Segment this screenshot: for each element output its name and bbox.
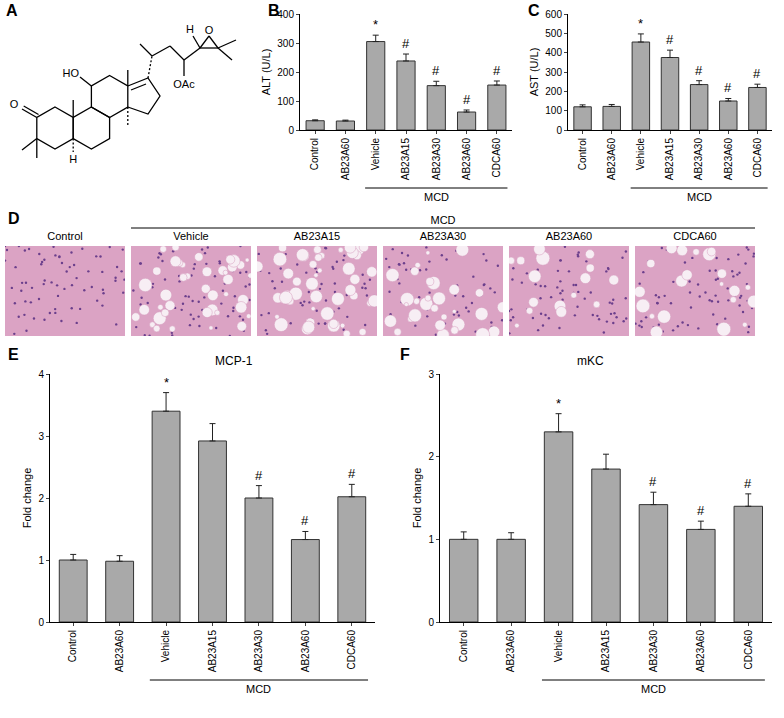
svg-text:AB23A60: AB23A60 — [505, 630, 516, 673]
svg-text:MCD: MCD — [424, 191, 449, 203]
svg-text:0: 0 — [428, 617, 434, 628]
svg-text:500: 500 — [545, 28, 562, 39]
svg-text:C: C — [528, 2, 540, 19]
svg-text:O: O — [10, 98, 19, 110]
svg-text:AB23A60: AB23A60 — [546, 230, 592, 242]
svg-text:Vehicle: Vehicle — [173, 230, 208, 242]
svg-text:200: 200 — [545, 86, 562, 97]
svg-text:Vehicle: Vehicle — [553, 630, 564, 663]
svg-text:AB23A30: AB23A30 — [693, 138, 704, 181]
svg-text:mKC: mKC — [577, 354, 604, 368]
svg-text:#: # — [724, 80, 732, 95]
svg-text:3: 3 — [428, 369, 434, 380]
svg-text:H: H — [69, 153, 77, 165]
svg-text:0: 0 — [556, 125, 562, 136]
svg-text:#: # — [432, 63, 440, 78]
svg-text:Fold change: Fold change — [411, 468, 423, 529]
svg-text:#: # — [695, 63, 703, 78]
svg-text:AB23A60: AB23A60 — [340, 138, 351, 181]
svg-text:AB23A15: AB23A15 — [664, 138, 675, 181]
svg-text:100: 100 — [545, 105, 562, 116]
svg-text:Vehicle: Vehicle — [370, 138, 381, 171]
svg-text:CDCA60: CDCA60 — [346, 630, 357, 670]
svg-text:D: D — [8, 210, 20, 227]
svg-text:Vehicle: Vehicle — [635, 138, 646, 171]
svg-text:Fold change: Fold change — [21, 468, 33, 529]
svg-text:B: B — [268, 2, 280, 19]
svg-text:AB23A60: AB23A60 — [723, 138, 734, 181]
svg-text:*: * — [556, 396, 561, 411]
svg-text:AB23A15: AB23A15 — [600, 630, 611, 673]
svg-text:E: E — [8, 346, 19, 363]
svg-text:ALT (U/L): ALT (U/L) — [260, 49, 272, 96]
svg-text:100: 100 — [277, 96, 294, 107]
svg-text:CDCA60: CDCA60 — [743, 630, 754, 670]
svg-text:#: # — [744, 476, 752, 491]
svg-text:MCD: MCD — [641, 683, 666, 695]
svg-text:0: 0 — [288, 125, 294, 136]
svg-text:400: 400 — [277, 9, 294, 20]
svg-text:AB23A30: AB23A30 — [253, 630, 264, 673]
svg-text:AB23A60: AB23A60 — [461, 138, 472, 181]
svg-text:MCP-1: MCP-1 — [215, 354, 253, 368]
svg-text:#: # — [697, 503, 705, 518]
svg-text:0: 0 — [38, 617, 44, 628]
svg-text:Control: Control — [309, 138, 320, 170]
svg-text:CDCA60: CDCA60 — [673, 230, 716, 242]
svg-text:Control: Control — [67, 630, 78, 662]
svg-text:Vehicle: Vehicle — [160, 630, 171, 663]
svg-text:A: A — [6, 2, 18, 19]
svg-text:4: 4 — [38, 369, 44, 380]
svg-text:Control: Control — [47, 230, 82, 242]
svg-text:AB23A60: AB23A60 — [695, 630, 706, 673]
svg-text:#: # — [463, 92, 471, 107]
svg-text:H: H — [186, 23, 194, 35]
svg-text:200: 200 — [277, 67, 294, 78]
svg-text:MCD: MCD — [687, 191, 712, 203]
svg-text:#: # — [301, 513, 309, 528]
svg-text:AB23A60: AB23A60 — [114, 630, 125, 673]
svg-text:CDCA60: CDCA60 — [752, 138, 763, 178]
svg-text:Control: Control — [458, 630, 469, 662]
svg-text:AB23A15: AB23A15 — [207, 630, 218, 673]
svg-text:OAc: OAc — [173, 78, 195, 90]
svg-text:1: 1 — [428, 534, 434, 545]
svg-text:300: 300 — [545, 67, 562, 78]
svg-text:2: 2 — [428, 451, 434, 462]
svg-text:MCD: MCD — [430, 214, 455, 226]
svg-text:1: 1 — [38, 555, 44, 566]
svg-text:2: 2 — [38, 493, 44, 504]
svg-text:#: # — [649, 474, 657, 489]
svg-text:Control: Control — [577, 138, 588, 170]
svg-text:AB23A30: AB23A30 — [431, 138, 442, 181]
svg-text:MCD: MCD — [246, 683, 271, 695]
svg-text:#: # — [402, 36, 410, 51]
svg-text:#: # — [348, 466, 356, 481]
svg-text:AB23A30: AB23A30 — [648, 630, 659, 673]
svg-text:HO: HO — [63, 67, 80, 79]
svg-text:*: * — [638, 16, 643, 31]
svg-text:AST (U/L): AST (U/L) — [528, 48, 540, 97]
svg-text:AB23A30: AB23A30 — [420, 230, 466, 242]
svg-text:AB23A60: AB23A60 — [300, 630, 311, 673]
svg-text:#: # — [255, 468, 263, 483]
svg-text:#: # — [753, 66, 761, 81]
svg-text:#: # — [666, 32, 674, 47]
svg-text:AB23A15: AB23A15 — [294, 230, 340, 242]
svg-text:#: # — [493, 63, 501, 78]
svg-text:*: * — [373, 17, 378, 32]
svg-text:O: O — [205, 24, 214, 36]
svg-text:AB23A60: AB23A60 — [606, 138, 617, 181]
svg-text:F: F — [400, 346, 410, 363]
svg-text:300: 300 — [277, 38, 294, 49]
svg-text:3: 3 — [38, 431, 44, 442]
svg-text:400: 400 — [545, 47, 562, 58]
svg-text:*: * — [164, 375, 169, 390]
svg-text:600: 600 — [545, 9, 562, 20]
svg-text:CDCA60: CDCA60 — [491, 138, 502, 178]
svg-text:AB23A15: AB23A15 — [400, 138, 411, 181]
